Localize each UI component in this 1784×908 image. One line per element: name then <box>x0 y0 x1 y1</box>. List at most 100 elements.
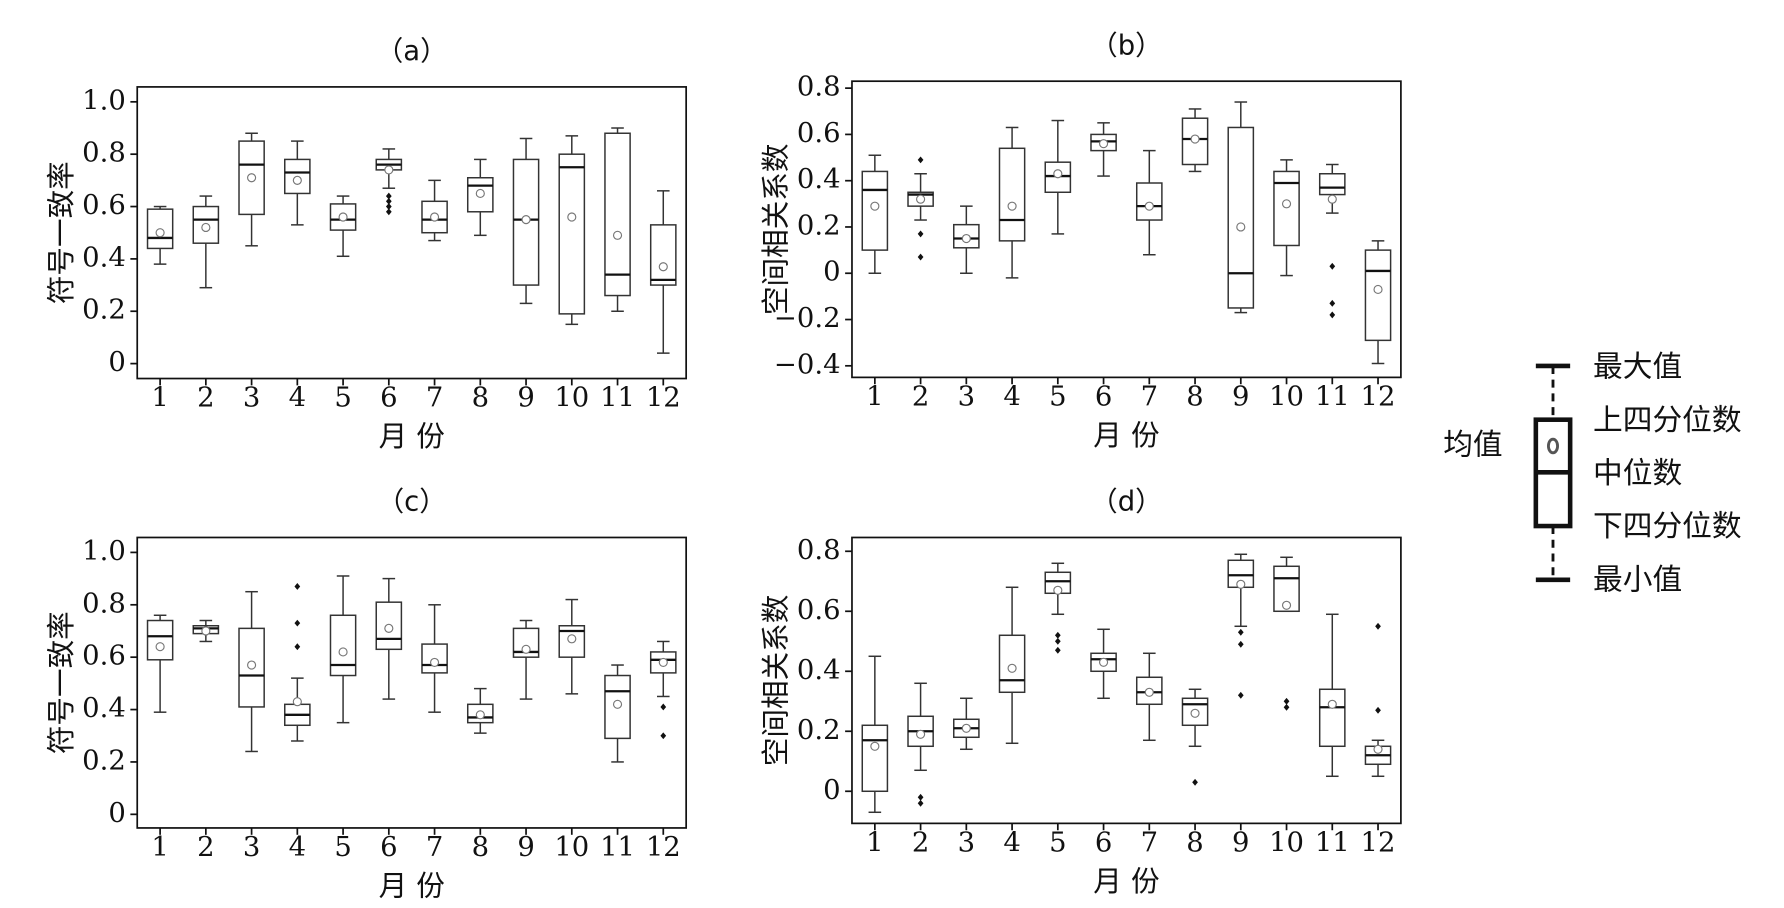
x-tick-label: 1 <box>866 827 883 858</box>
y-axis-title: 符号一致率 <box>44 161 78 304</box>
outlier <box>1329 311 1336 319</box>
box <box>146 619 174 661</box>
x-tick-label: 3 <box>958 381 975 412</box>
outlier <box>1192 778 1198 786</box>
y-tick-label: −0.2 <box>774 303 841 334</box>
outlier <box>660 703 667 711</box>
box <box>238 627 265 708</box>
y-axis-title: 符号一致率 <box>44 611 78 754</box>
x-axis-title: 月 份 <box>1093 864 1159 898</box>
x-tick-label: 9 <box>1232 381 1249 412</box>
x-tick-label: 10 <box>554 383 589 414</box>
mean <box>658 262 668 272</box>
outlier <box>385 203 392 210</box>
plot-frame <box>136 536 688 829</box>
mean <box>916 729 926 739</box>
x-tick-label: 8 <box>1186 827 1203 858</box>
mean <box>155 642 165 652</box>
plot-frame <box>136 86 688 380</box>
x-tick-label: 12 <box>1361 381 1396 412</box>
box <box>861 724 889 793</box>
mean <box>1281 199 1292 209</box>
x-tick-label: 2 <box>912 827 929 858</box>
x-tick-label: 2 <box>197 383 214 414</box>
outlier <box>1237 628 1244 636</box>
mean <box>567 634 577 644</box>
legend-label: 中位数 <box>1593 456 1682 491</box>
box <box>1227 126 1255 309</box>
box <box>329 614 357 677</box>
outlier <box>1283 703 1290 711</box>
mean <box>521 644 531 654</box>
y-axis-title: 空间相关系数 <box>759 144 793 315</box>
y-tick-label: 0.4 <box>797 655 841 686</box>
mean <box>1190 708 1200 718</box>
mean <box>201 222 211 233</box>
mean <box>961 233 971 244</box>
x-tick-label: 2 <box>197 832 214 863</box>
x-tick-label: 6 <box>380 383 397 414</box>
outlier <box>917 793 924 801</box>
mean <box>612 699 623 709</box>
mean <box>338 212 348 222</box>
mean <box>1098 139 1109 149</box>
y-tick-label: 0.2 <box>82 295 126 326</box>
outlier <box>1375 706 1381 714</box>
x-tick-label: 5 <box>1049 381 1066 412</box>
mean <box>521 215 531 225</box>
mean <box>1098 657 1109 667</box>
mean <box>870 201 880 211</box>
outlier <box>1283 697 1290 705</box>
x-tick-label: 12 <box>1361 827 1396 858</box>
x-tick-label: 11 <box>600 383 635 414</box>
x-tick-label: 7 <box>1141 827 1158 858</box>
y-tick-label: 0 <box>108 347 125 378</box>
y-tick-label: 0.6 <box>797 595 841 626</box>
x-tick-label: 6 <box>1095 381 1112 412</box>
y-tick-label: 0.4 <box>82 242 126 273</box>
box <box>998 147 1026 242</box>
box <box>998 634 1026 694</box>
x-tick-label: 8 <box>1186 381 1203 412</box>
x-tick-label: 6 <box>1095 827 1112 858</box>
legend-mean-label: 均值 <box>1443 427 1502 462</box>
box <box>558 153 586 315</box>
x-tick-label: 6 <box>380 832 397 863</box>
x-tick-label: 7 <box>426 832 443 863</box>
mean <box>658 657 668 667</box>
mean <box>870 741 880 751</box>
x-tick-label: 10 <box>1269 827 1304 858</box>
x-tick-label: 3 <box>243 832 260 863</box>
x-tick-label: 8 <box>472 832 489 863</box>
y-tick-label: 1.0 <box>82 536 126 567</box>
x-tick-label: 3 <box>958 827 975 858</box>
panel-title: （d） <box>1090 487 1162 518</box>
x-tick-label: 10 <box>554 832 589 863</box>
x-tick-label: 10 <box>1269 381 1304 412</box>
mean <box>1007 201 1017 211</box>
x-tick-label: 2 <box>912 381 929 412</box>
y-tick-label: 0.2 <box>797 715 841 746</box>
box <box>1318 688 1346 748</box>
box <box>1364 249 1392 342</box>
outlier <box>1237 691 1244 699</box>
x-tick-label: 9 <box>517 832 534 863</box>
box <box>192 205 220 244</box>
mean <box>961 723 971 733</box>
mean <box>292 697 302 707</box>
x-tick-label: 4 <box>289 832 306 863</box>
mean <box>916 194 926 204</box>
mean <box>201 626 211 636</box>
y-tick-label: 0.8 <box>797 535 841 566</box>
x-tick-label: 5 <box>1049 827 1066 858</box>
outlier <box>917 156 924 164</box>
x-tick-label: 5 <box>334 383 351 414</box>
x-tick-label: 7 <box>426 383 443 414</box>
mean <box>475 710 485 720</box>
legend-label: 上四分位数 <box>1593 403 1742 438</box>
mean <box>1327 699 1337 709</box>
outlier <box>1054 646 1061 654</box>
mean <box>1236 579 1246 589</box>
